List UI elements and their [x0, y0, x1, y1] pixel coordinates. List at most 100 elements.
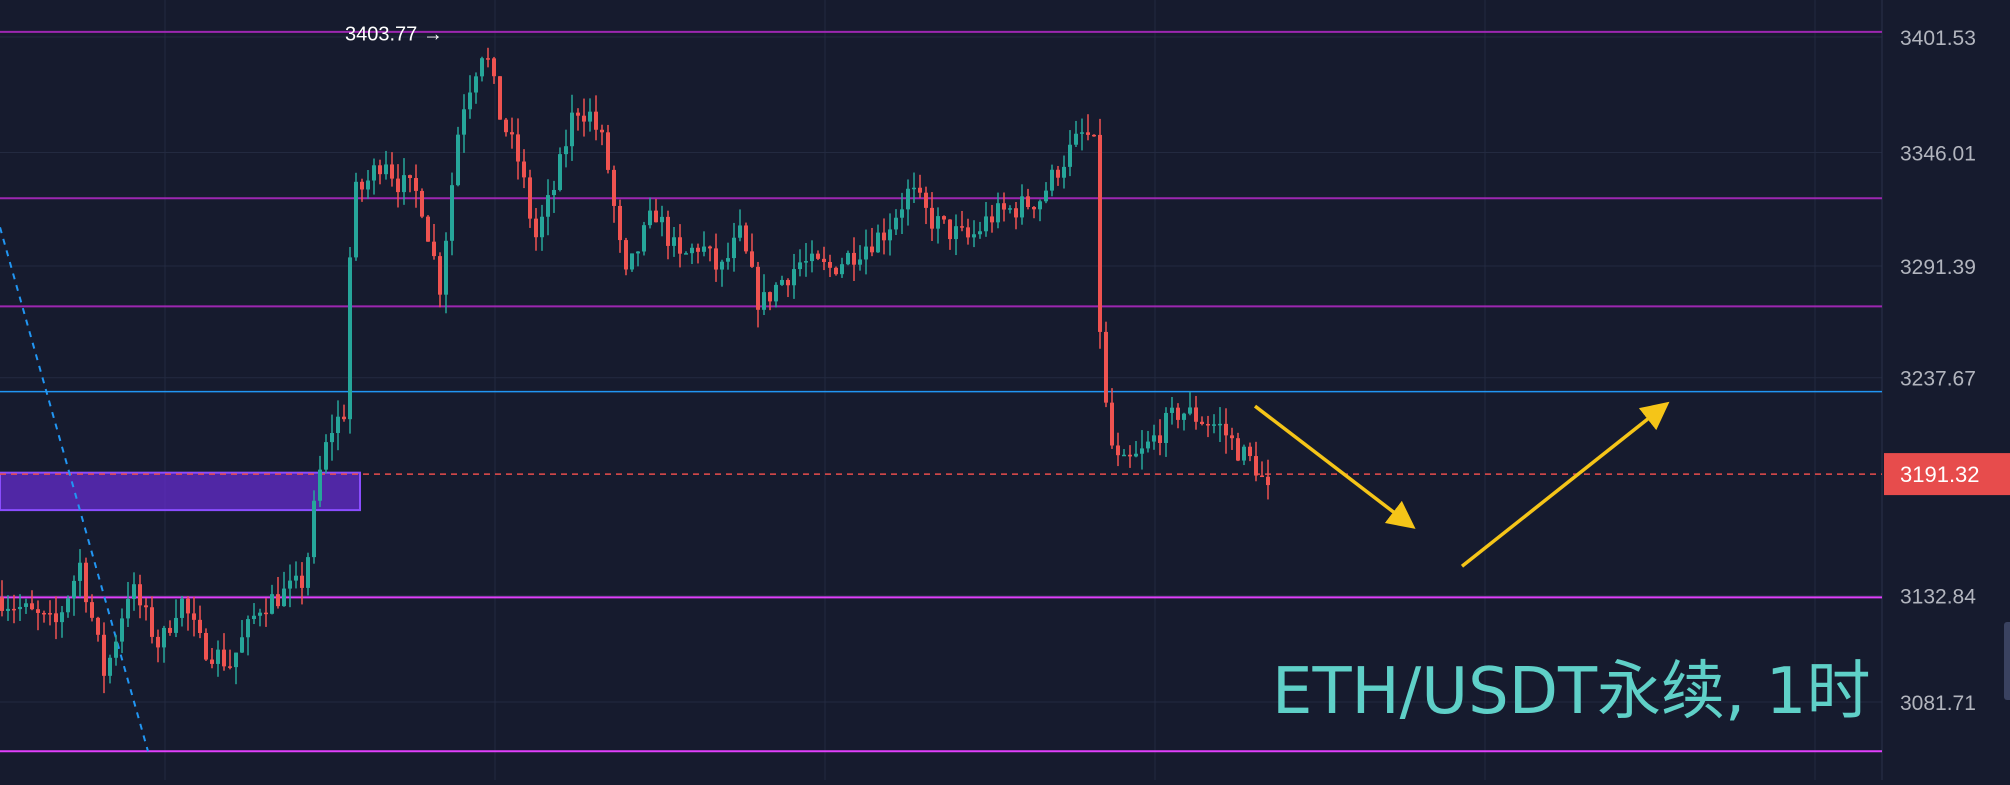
candle-body: [1176, 407, 1180, 420]
candles: [0, 47, 1270, 694]
price-axis[interactable]: 3403.77 → 3401.53 3346.01 3291.39 3237.67 313…: [345, 23, 2010, 715]
candle-body: [984, 216, 988, 232]
candle-body: [942, 216, 946, 220]
candle-body: [846, 252, 850, 265]
candle-body: [1188, 407, 1192, 414]
candle-body: [612, 169, 616, 206]
candle-body: [768, 292, 772, 302]
candle-body: [294, 575, 298, 581]
candle-body: [378, 165, 382, 175]
candle-body: [450, 185, 454, 241]
candle-body: [762, 292, 766, 310]
candle-body: [36, 609, 40, 613]
candle-body: [774, 284, 778, 302]
candle-body: [600, 129, 604, 133]
candle-body: [444, 240, 448, 295]
candle-body: [1200, 421, 1204, 425]
candle-body: [174, 617, 178, 633]
candle-body: [1164, 412, 1168, 444]
candle-body: [54, 613, 58, 623]
candle-body: [1248, 446, 1252, 457]
arrow-up: [1460, 401, 1670, 568]
candle-body: [804, 261, 808, 263]
price-tick-label: 3132.84: [1900, 586, 1976, 609]
candle-body: [84, 562, 88, 603]
candle-body: [12, 608, 16, 611]
candle-body: [1242, 446, 1246, 461]
candle-body: [744, 225, 748, 252]
candle-body: [534, 218, 538, 238]
candle-body: [978, 231, 982, 235]
candle-body: [210, 659, 214, 664]
candle-body: [1032, 207, 1036, 210]
candle-body: [750, 251, 754, 267]
candle-body: [60, 612, 64, 623]
candle-body: [510, 132, 514, 135]
candle-body: [414, 178, 418, 191]
candle-body: [1254, 456, 1258, 476]
scroll-handle[interactable]: [2004, 622, 2010, 700]
candle-body: [624, 240, 628, 270]
candle-body: [900, 209, 904, 218]
candle-body: [1068, 144, 1072, 167]
candle-body: [756, 266, 760, 310]
candle-body: [186, 598, 190, 614]
candle-body: [252, 615, 256, 620]
candle-body: [498, 76, 502, 120]
candle-body: [840, 264, 844, 275]
candle-body: [1026, 196, 1030, 208]
candle-body: [660, 216, 664, 223]
candle-body: [300, 575, 304, 588]
grid: [0, 0, 1883, 780]
candle-body: [336, 416, 340, 434]
candle-body: [864, 246, 868, 260]
candle-body: [852, 252, 856, 265]
candle-body: [876, 232, 880, 253]
candle-body: [906, 188, 910, 210]
candle-body: [564, 146, 568, 155]
candle-body: [1170, 407, 1174, 413]
candle-body: [606, 132, 610, 170]
candle-body: [1056, 169, 1060, 178]
candle-body: [180, 598, 184, 618]
candle-body: [1140, 448, 1144, 454]
candle-body: [312, 500, 316, 558]
candle-body: [456, 134, 460, 186]
candle-body: [432, 241, 436, 257]
candle-body: [516, 134, 520, 162]
candle-body: [216, 649, 220, 664]
price-zone: [0, 471, 361, 512]
candle-body: [1080, 132, 1084, 134]
candle-body: [138, 584, 142, 606]
candle-body: [144, 605, 148, 608]
candle-body: [18, 606, 22, 610]
candle-body: [1260, 475, 1264, 478]
candle-body: [528, 177, 532, 219]
candle-body: [654, 210, 658, 223]
candle-body: [1182, 413, 1186, 420]
candle-body: [384, 164, 388, 175]
candle-body: [936, 216, 940, 229]
candle-body: [918, 187, 922, 193]
candle-body: [1050, 169, 1054, 191]
candle-body: [318, 469, 322, 501]
candle-body: [1008, 208, 1012, 210]
candle-body: [360, 181, 364, 190]
candle-body: [234, 652, 238, 668]
candle-body: [930, 207, 934, 229]
candle-body: [48, 613, 52, 615]
candle-body: [828, 262, 832, 268]
candle-body: [96, 617, 100, 635]
candle-body: [924, 192, 928, 208]
candle-body: [858, 259, 862, 265]
candle-body: [102, 634, 106, 676]
candle-body: [960, 226, 964, 228]
candle-body: [570, 112, 574, 147]
candle-body: [0, 597, 4, 611]
candle-body: [1212, 424, 1216, 426]
candle-body: [354, 181, 358, 258]
candle-body: [330, 433, 334, 443]
price-tick-label: 3346.01: [1900, 142, 1976, 165]
